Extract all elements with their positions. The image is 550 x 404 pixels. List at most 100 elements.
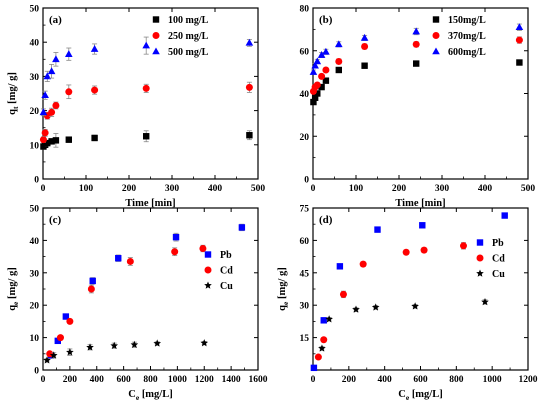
legend-marker	[476, 254, 484, 262]
data-point	[126, 257, 134, 265]
y-tick-label: 10	[30, 141, 40, 151]
x-tick-label: 0	[41, 184, 46, 194]
legend: Pb Cd Cu	[476, 238, 505, 280]
x-tick-label: 1200	[195, 375, 214, 385]
data-point	[336, 263, 344, 270]
data-point	[52, 55, 60, 63]
data-point	[89, 277, 96, 285]
x-tick-label: 600	[117, 375, 132, 385]
data-point	[66, 348, 74, 356]
data-point	[412, 27, 420, 35]
data-point	[142, 41, 150, 49]
legend-label: Pb	[220, 250, 232, 261]
y-axis-label: qe [mg/ g]	[277, 267, 290, 311]
data-point	[153, 339, 162, 347]
data-point	[171, 248, 179, 256]
data-point	[335, 57, 343, 65]
data-point	[361, 42, 369, 50]
x-tick-label: 1000	[168, 375, 187, 385]
data-point	[49, 351, 58, 359]
x-tick-label: 300	[435, 184, 450, 194]
data-point	[412, 40, 420, 48]
data-point	[320, 317, 327, 324]
data-point	[56, 334, 64, 342]
chart-panel-c: 0 200 400 600 800 1000 1200 1400 1600 0 10 20 30 40 50…	[7, 205, 268, 403]
data-point	[335, 66, 342, 74]
data-point	[318, 72, 326, 80]
data-point	[359, 260, 367, 268]
data-point	[313, 57, 322, 65]
data-point	[360, 33, 369, 41]
legend-marker	[152, 32, 160, 39]
y-tick-label: 40	[300, 90, 310, 100]
legend-label: Pb	[492, 238, 504, 249]
legend-label: 250 mg/L	[168, 31, 209, 42]
data-point	[411, 302, 419, 310]
data-point	[65, 88, 73, 96]
x-tick-label: 600	[413, 375, 428, 385]
x-tick-label: 800	[449, 375, 464, 385]
series-370mg-l	[309, 36, 523, 95]
legend-marker	[476, 239, 484, 246]
y-tick-label: 60	[300, 237, 310, 247]
data-point	[90, 45, 99, 52]
x-tick-label: 200	[63, 375, 78, 385]
legend-label: Cu	[220, 281, 233, 292]
data-point	[352, 305, 360, 313]
x-tick-label: 800	[143, 375, 158, 385]
series-pb	[47, 223, 246, 359]
data-point	[91, 86, 99, 94]
data-point	[43, 72, 52, 80]
data-point	[65, 136, 72, 143]
data-point	[238, 224, 246, 231]
legend-marker	[476, 269, 484, 277]
legend-label: 500 mg/L	[168, 47, 209, 58]
x-tick-label: 300	[165, 184, 180, 194]
plot-frame	[42, 7, 259, 180]
data-point	[371, 303, 380, 311]
series-pb	[310, 212, 508, 372]
data-point	[87, 285, 95, 293]
data-point	[52, 101, 60, 109]
y-axis-label: qt [mg/ g]	[7, 72, 20, 115]
x-tick-label: 1000	[483, 375, 502, 385]
series-cd	[314, 242, 467, 361]
legend-marker	[152, 47, 160, 55]
legend-marker	[204, 281, 212, 289]
data-point	[314, 353, 322, 361]
data-point	[413, 60, 420, 67]
data-point	[311, 61, 319, 69]
x-tick-label: 400	[478, 184, 493, 194]
legend-label: Cu	[492, 269, 505, 280]
legend-label: 100 mg/L	[168, 15, 209, 26]
data-point	[317, 51, 326, 58]
data-point	[361, 62, 368, 69]
series-100-mg-l	[40, 130, 253, 150]
data-point	[420, 246, 428, 254]
series-cu	[318, 297, 489, 352]
y-tick-label: 30	[30, 269, 40, 279]
y-tick-label: 20	[300, 133, 310, 143]
data-point	[320, 336, 328, 344]
data-point	[325, 315, 333, 323]
y-tick-label: 50	[30, 5, 40, 15]
data-point	[419, 222, 426, 229]
data-point	[39, 136, 47, 144]
legend-marker	[432, 32, 440, 39]
data-point	[86, 343, 94, 351]
data-point	[199, 245, 207, 252]
data-point	[335, 40, 343, 48]
y-tick-label: 20	[30, 302, 40, 312]
y-tick-label: 60	[300, 47, 310, 57]
data-point	[62, 313, 70, 320]
x-tick-label: 400	[208, 184, 223, 194]
data-point	[91, 134, 98, 142]
y-tick-label: 0	[304, 176, 309, 186]
legend: Pb Cd Cu	[204, 250, 233, 292]
data-point	[314, 90, 321, 97]
data-point	[311, 94, 319, 101]
x-axis-label: Ce [mg/L]	[398, 389, 442, 402]
y-tick-label: 30	[300, 302, 310, 312]
x-tick-label: 100	[79, 184, 94, 194]
